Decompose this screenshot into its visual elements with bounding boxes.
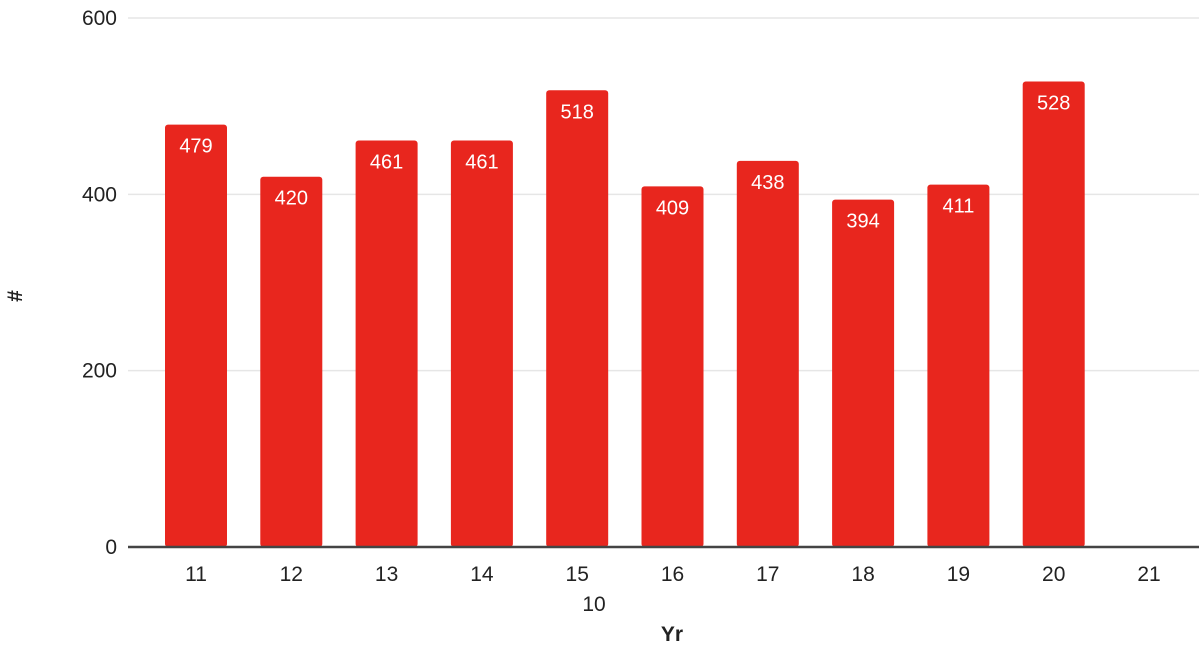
bar: [1022, 81, 1085, 547]
x-tick-label: 14: [470, 563, 494, 586]
x-axis-ticks: 11 12 13 14 15 16 17 18 19 20 21: [185, 563, 1161, 586]
x-tick-label: 17: [756, 563, 779, 586]
x-tick-label: 12: [280, 563, 303, 586]
bar-data-label: 479: [179, 136, 212, 158]
bar: [355, 140, 418, 547]
bar: [832, 199, 895, 547]
bar-data-label: 394: [846, 211, 879, 233]
bar-data-label: 461: [370, 152, 403, 174]
y-tick-label: 600: [82, 7, 117, 30]
x-tick-label: 13: [375, 563, 398, 586]
x-tick-label: 15: [566, 563, 589, 586]
bar: [260, 176, 323, 547]
x-tick-label: 21: [1137, 563, 1160, 586]
x-tick-label: 18: [851, 563, 874, 586]
x-tick-label: 19: [947, 563, 970, 586]
y-axis-title: #: [4, 290, 27, 302]
bar-data-label: 461: [465, 152, 498, 174]
bar: [165, 124, 227, 547]
bar-data-label: 518: [561, 101, 594, 123]
x-tick-label: 16: [661, 563, 684, 586]
bar-data-label: 438: [751, 172, 784, 194]
y-tick-label: 200: [82, 360, 117, 383]
x-axis-extra-label: 10: [582, 593, 605, 616]
bar-data-label: 528: [1037, 92, 1070, 114]
y-axis-ticks: 0 200 400 600: [82, 7, 117, 559]
bar-data-label: 420: [275, 188, 308, 210]
y-tick-label: 400: [82, 183, 117, 206]
bar: [450, 140, 513, 547]
bar: [736, 160, 799, 547]
y-tick-label: 0: [105, 536, 117, 559]
x-tick-label: 11: [185, 563, 207, 586]
bar: [641, 186, 704, 548]
x-tick-label: 20: [1042, 563, 1065, 586]
x-axis-title: Yr: [661, 623, 683, 646]
bar-data-label: 409: [656, 197, 689, 219]
bar: [927, 184, 990, 547]
bar-data-label: 411: [942, 196, 974, 218]
bar: [546, 90, 609, 548]
bar-data-labels: 479 420 461 461 518 409 438 394 411 528: [179, 92, 1070, 232]
bars: [165, 81, 1085, 548]
